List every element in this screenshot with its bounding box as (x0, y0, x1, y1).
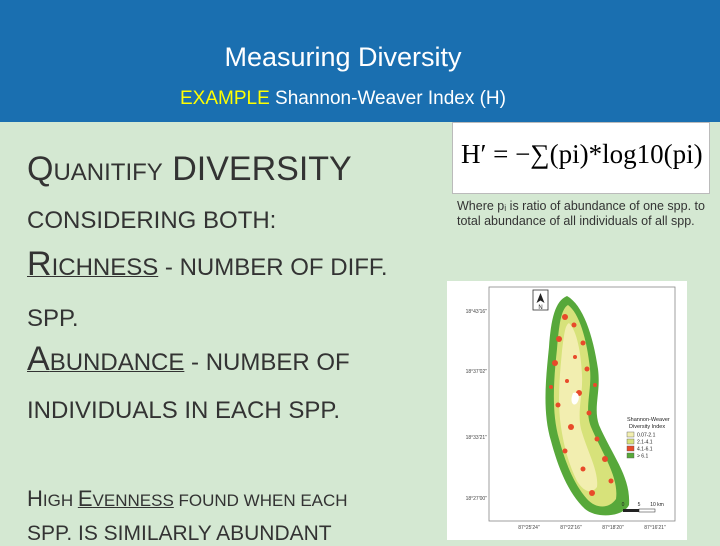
lon-tick: 87°16'21" (644, 525, 666, 531)
word-diversity: DIVERSITY (162, 150, 352, 188)
shannon-formula: H′ = −∑(pi)*log10(pi) (461, 139, 703, 169)
small-caps-ichness: ICHNESS (51, 254, 159, 281)
diversity-zone-high (549, 314, 614, 496)
legend-swatch (626, 445, 635, 452)
richness-definition: - NUMBER OF DIFF. (158, 254, 388, 281)
body-line-evenness: HIGH EVENNESS FOUND WHEN EACH (27, 486, 348, 512)
scale-bar: 0 5 10 km (622, 502, 664, 513)
small-caps-igh: IGH (42, 491, 78, 510)
lat-tick: 18°43'16" (466, 309, 488, 315)
page-subtitle: EXAMPLE Shannon-Weaver Index (H) (0, 88, 686, 110)
subtitle-accent: EXAMPLE (180, 88, 270, 109)
abundance-term: ABUNDANCE (27, 340, 184, 378)
scale-label: 5 (638, 502, 641, 508)
diversity-zone-low (559, 323, 598, 492)
body-line-individuals: INDIVIDUALS IN EACH SPP. (27, 397, 340, 424)
small-caps-venness: VENNESS (92, 491, 174, 510)
diversity-map-graphic: N 18°43'16" 18°37'02" 18°33'21" 18°27'00… (466, 286, 676, 531)
legend-title: Shannon-Weaver (627, 417, 670, 423)
legend-subtitle: Diversity Index (629, 424, 665, 430)
page-title: Measuring Diversity (224, 42, 462, 72)
small-caps-uanitify: UANITIFY (53, 159, 163, 186)
cap-r: R (27, 245, 52, 283)
body-line-abundance: ABUNDANCE - NUMBER OF (27, 340, 350, 379)
body-line-richness: RICHNESS - NUMBER OF DIFF. (27, 245, 388, 284)
legend-label: 0.07-2.1 (637, 433, 656, 439)
cap-a: A (27, 340, 50, 378)
subtitle-rest: Shannon-Weaver Index (H) (269, 88, 506, 109)
legend-label: > 6.1 (637, 454, 648, 460)
body-line-considering: CONSIDERING BOTH: (27, 207, 277, 234)
abundance-definition: - NUMBER OF (184, 349, 350, 376)
legend-swatch (626, 452, 635, 459)
formula-note: Where pᵢ is ratio of abundance of one sp… (457, 199, 705, 228)
lat-tick: 18°27'00" (466, 496, 488, 502)
body-line-quantify: QUANITIFY DIVERSITY (27, 150, 352, 189)
scale-label: 10 km (650, 502, 664, 508)
legend-label: 2.1-4.1 (637, 440, 653, 446)
body-line-similarly: SPP. IS SIMILARLY ABUNDANT (27, 522, 332, 545)
body-line-spp: SPP. (27, 305, 79, 332)
lon-tick: 87°22'16" (560, 525, 582, 531)
legend-swatch (626, 438, 635, 445)
formula-box: H′ = −∑(pi)*log10(pi) (452, 122, 710, 194)
diversity-map: N 18°43'16" 18°37'02" 18°33'21" 18°27'00… (447, 281, 687, 540)
evenness-definition: FOUND WHEN EACH (173, 491, 348, 510)
lake (571, 392, 579, 405)
scale-label: 0 (622, 502, 625, 508)
cap-e: E (77, 486, 93, 511)
lon-tick: 87°18'20" (602, 525, 624, 531)
north-arrow-icon (536, 293, 545, 303)
north-label: N (538, 305, 542, 311)
small-caps-bundance: BUNDANCE (49, 349, 185, 376)
evenness-term: EVENNESS (78, 486, 174, 511)
legend-swatch (626, 431, 635, 438)
lat-tick: 18°37'02" (466, 369, 488, 375)
header-bar: Measuring Diversity EXAMPLE Shannon-Weav… (0, 0, 720, 122)
lon-tick: 87°25'24" (518, 525, 540, 531)
legend-label: 4.1-6.1 (637, 447, 653, 453)
lat-tick: 18°33'21" (466, 435, 488, 441)
richness-term: RICHNESS (27, 245, 158, 283)
cap-h: H (27, 486, 43, 511)
cap-q: Q (27, 150, 54, 188)
